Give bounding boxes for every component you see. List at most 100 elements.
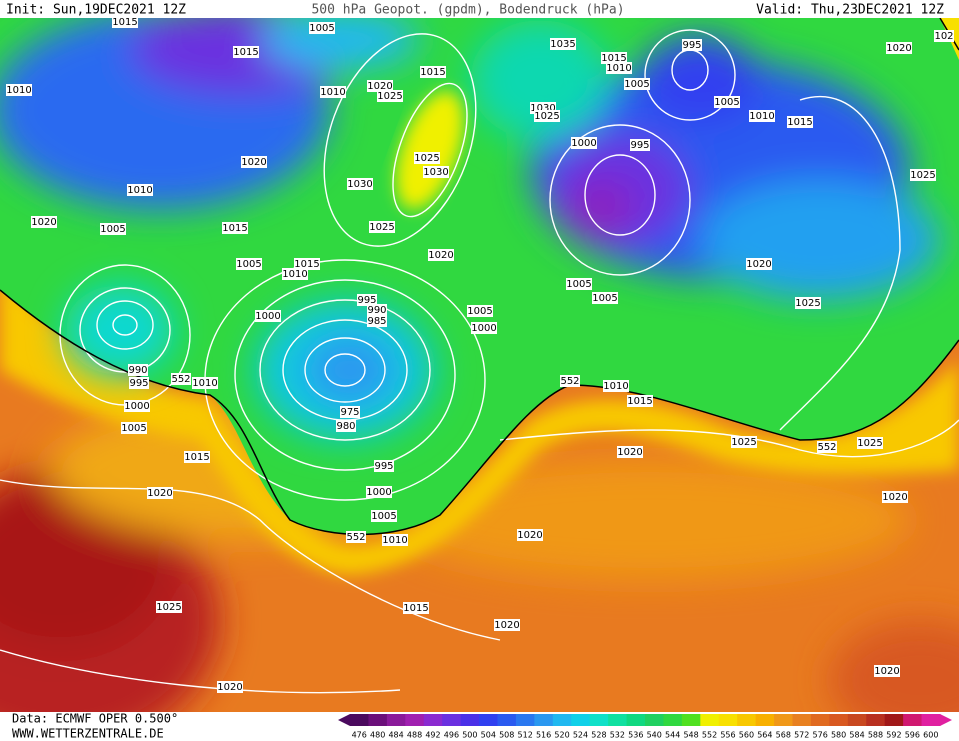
color-legend: 476 480 484 488 492 496 500 504 508 512 516 520 524 5…: [338, 714, 952, 740]
label-backing: [367, 315, 387, 327]
label-backing: [217, 681, 243, 693]
isobar-label: 1000: [571, 138, 596, 149]
label-backing: [571, 137, 597, 149]
label-backing: [371, 510, 397, 522]
init-time: Init: Sun,19DEC2021 12Z: [6, 3, 186, 18]
legend-arrow-left: [338, 714, 350, 726]
isobar-label: 1000: [366, 487, 391, 498]
isobar-label: 1025: [414, 153, 439, 164]
legend-swatch: [552, 714, 572, 726]
isobar-label: 975: [340, 407, 359, 418]
isobar-label: 985: [367, 316, 386, 327]
legend-label: 540: [647, 731, 662, 740]
legend-swatch: [829, 714, 849, 726]
label-backing: [367, 80, 393, 92]
label-backing: [309, 22, 335, 34]
legend-swatch: [534, 714, 554, 726]
label-backing: [682, 39, 702, 51]
label-backing: [420, 66, 446, 78]
label-backing: [294, 258, 320, 270]
legend-label: 480: [370, 731, 385, 740]
legend-label: 580: [831, 731, 846, 740]
legend-label: 488: [407, 731, 422, 740]
legend-label: 572: [794, 731, 809, 740]
legend-label: 512: [518, 731, 533, 740]
isobar-label: 1005: [592, 293, 617, 304]
isobar-label: 1015: [627, 396, 652, 407]
label-backing: [346, 531, 366, 543]
label-backing: [550, 38, 576, 50]
isobar-label: 1020: [746, 259, 771, 270]
legend-label: 588: [868, 731, 883, 740]
label-backing: [367, 304, 387, 316]
legend-swatch: [589, 714, 609, 726]
isobar-label: 1035: [550, 39, 575, 50]
label-backing: [592, 292, 618, 304]
legend-label: 476: [352, 731, 367, 740]
isobar-label: 1010: [127, 185, 152, 196]
label-backing: [147, 487, 173, 499]
isobar-label: 1020: [617, 447, 642, 458]
label-backing: [624, 78, 650, 90]
label-backing: [100, 223, 126, 235]
legend-swatch: [774, 714, 793, 726]
legend-label: 524: [573, 731, 588, 740]
label-backing: [31, 216, 57, 228]
isobar-label: 1020: [217, 682, 242, 693]
isobar-label: 1025: [731, 437, 756, 448]
isobar-label: 1020: [882, 492, 907, 503]
label-backing: [241, 156, 267, 168]
legend-label: 504: [481, 731, 496, 740]
legend-label: 552: [702, 731, 717, 740]
isobar-label: 1005: [371, 511, 396, 522]
legend-swatch: [442, 714, 462, 726]
label-backing: [630, 139, 650, 151]
isobar-label: 1015: [112, 17, 137, 28]
label-backing: [857, 437, 883, 449]
isobar-label: 1025: [377, 91, 402, 102]
legend-swatch: [460, 714, 480, 726]
valid-time: Valid: Thu,23DEC2021 12Z: [756, 3, 944, 18]
legend-swatch: [755, 714, 775, 726]
legend-label: 520: [554, 731, 569, 740]
label-backing: [129, 377, 149, 389]
legend-label: 564: [757, 731, 772, 740]
label-backing: [127, 184, 153, 196]
legend-swatch: [681, 714, 701, 726]
label-backing: [714, 96, 740, 108]
label-backing: [374, 460, 394, 472]
label-backing: [471, 322, 497, 334]
isobar-label: 995: [630, 140, 649, 151]
isobar-label: 1030: [347, 179, 372, 190]
label-backing: [347, 178, 373, 190]
label-backing: [517, 529, 543, 541]
legend-swatch: [792, 714, 812, 726]
isobar-label: 1005: [467, 306, 492, 317]
legend-swatch: [866, 714, 886, 726]
isobar-label: 1005: [566, 279, 591, 290]
legend-label: 548: [683, 731, 698, 740]
label-backing: [377, 90, 403, 102]
legend-label: 600: [923, 731, 938, 740]
isobar-label: 1005: [121, 423, 146, 434]
isobar-label: 552: [817, 442, 836, 453]
label-backing: [934, 30, 954, 42]
isobar-label: 1010: [749, 111, 774, 122]
label-backing: [336, 420, 356, 432]
label-backing: [603, 380, 629, 392]
isobar-label: 1025: [910, 170, 935, 181]
legend-label: 484: [388, 731, 403, 740]
isobar-label: 1015: [403, 603, 428, 614]
label-backing: [382, 534, 408, 546]
legend-swatch: [350, 714, 369, 726]
legend-swatch: [571, 714, 591, 726]
map-title: 500 hPa Geopot. (gpdm), Bodendruck (hPa): [311, 3, 624, 18]
isobar-label: 1025: [156, 602, 181, 613]
isobar-label: 1030: [423, 167, 448, 178]
legend-swatch: [737, 714, 757, 726]
isobar-label: 995: [129, 378, 148, 389]
isobar-label: 1005: [714, 97, 739, 108]
label-backing: [731, 436, 757, 448]
isobar-label: 1015: [420, 67, 445, 78]
